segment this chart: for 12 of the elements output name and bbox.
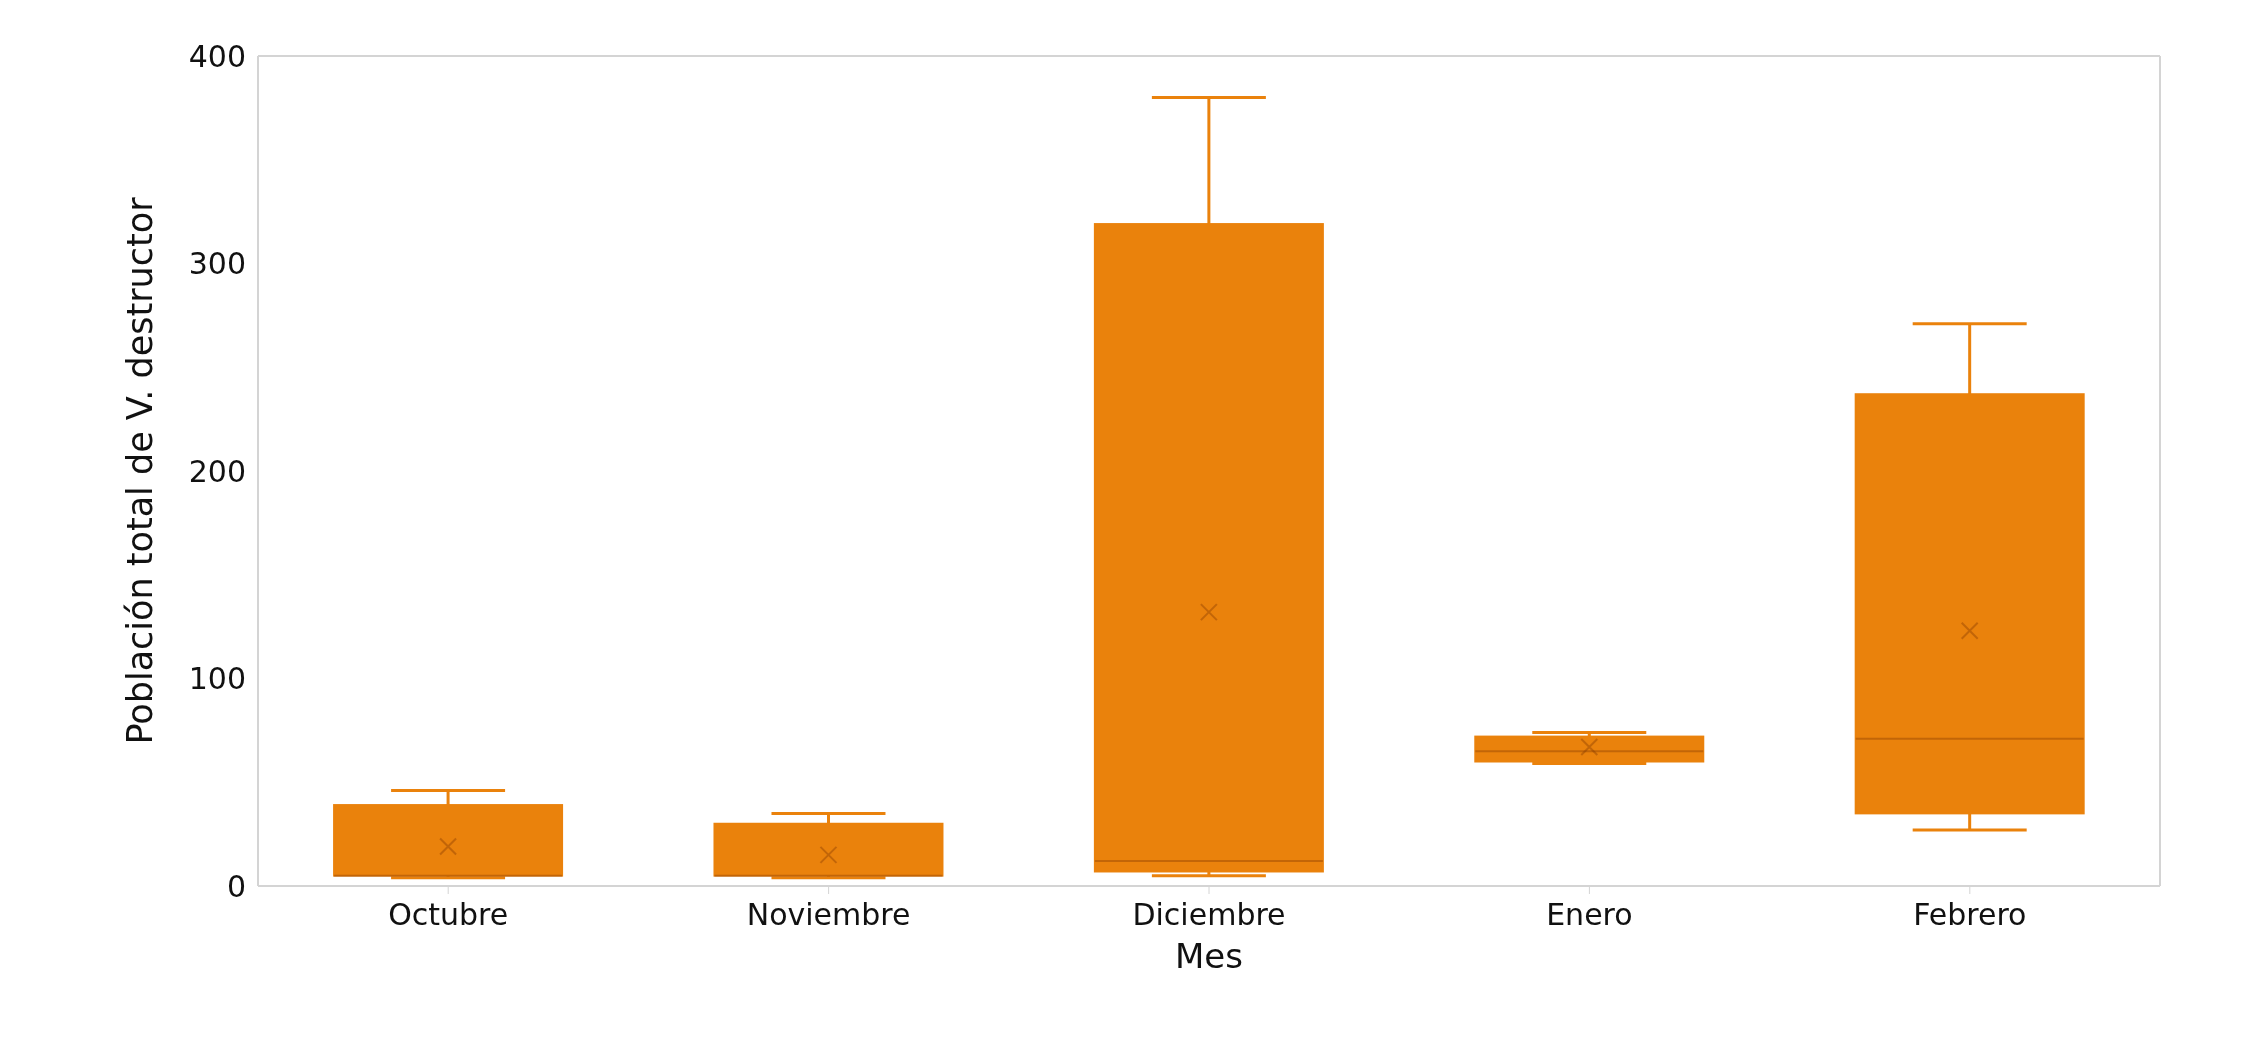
y-tick-label: 0 bbox=[226, 868, 246, 904]
y-axis-title: Población total de V. destructor bbox=[120, 196, 160, 745]
x-tick-label: Enero bbox=[1546, 897, 1633, 933]
y-tick-label: 400 bbox=[188, 38, 246, 74]
x-axis-title: Mes bbox=[1175, 936, 1243, 976]
y-tick-label: 100 bbox=[188, 661, 246, 697]
x-tick-label: Febrero bbox=[1913, 897, 2027, 933]
x-tick-label: Noviembre bbox=[746, 897, 911, 933]
y-tick-label: 300 bbox=[188, 246, 246, 282]
x-tick-label: Diciembre bbox=[1132, 897, 1286, 933]
y-tick-label: 200 bbox=[188, 453, 246, 489]
x-tick-label: Octubre bbox=[388, 897, 509, 933]
